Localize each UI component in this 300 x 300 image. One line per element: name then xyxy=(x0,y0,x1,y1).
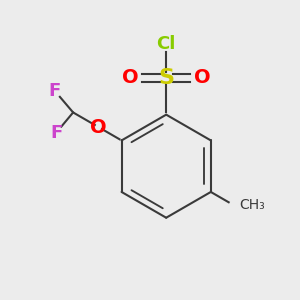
Text: F: F xyxy=(48,82,61,100)
Text: O: O xyxy=(90,118,107,137)
Text: F: F xyxy=(50,124,62,142)
Text: O: O xyxy=(194,68,210,87)
Text: O: O xyxy=(122,68,139,87)
Text: S: S xyxy=(158,68,174,88)
Text: Cl: Cl xyxy=(157,35,176,53)
Text: CH₃: CH₃ xyxy=(239,198,265,212)
